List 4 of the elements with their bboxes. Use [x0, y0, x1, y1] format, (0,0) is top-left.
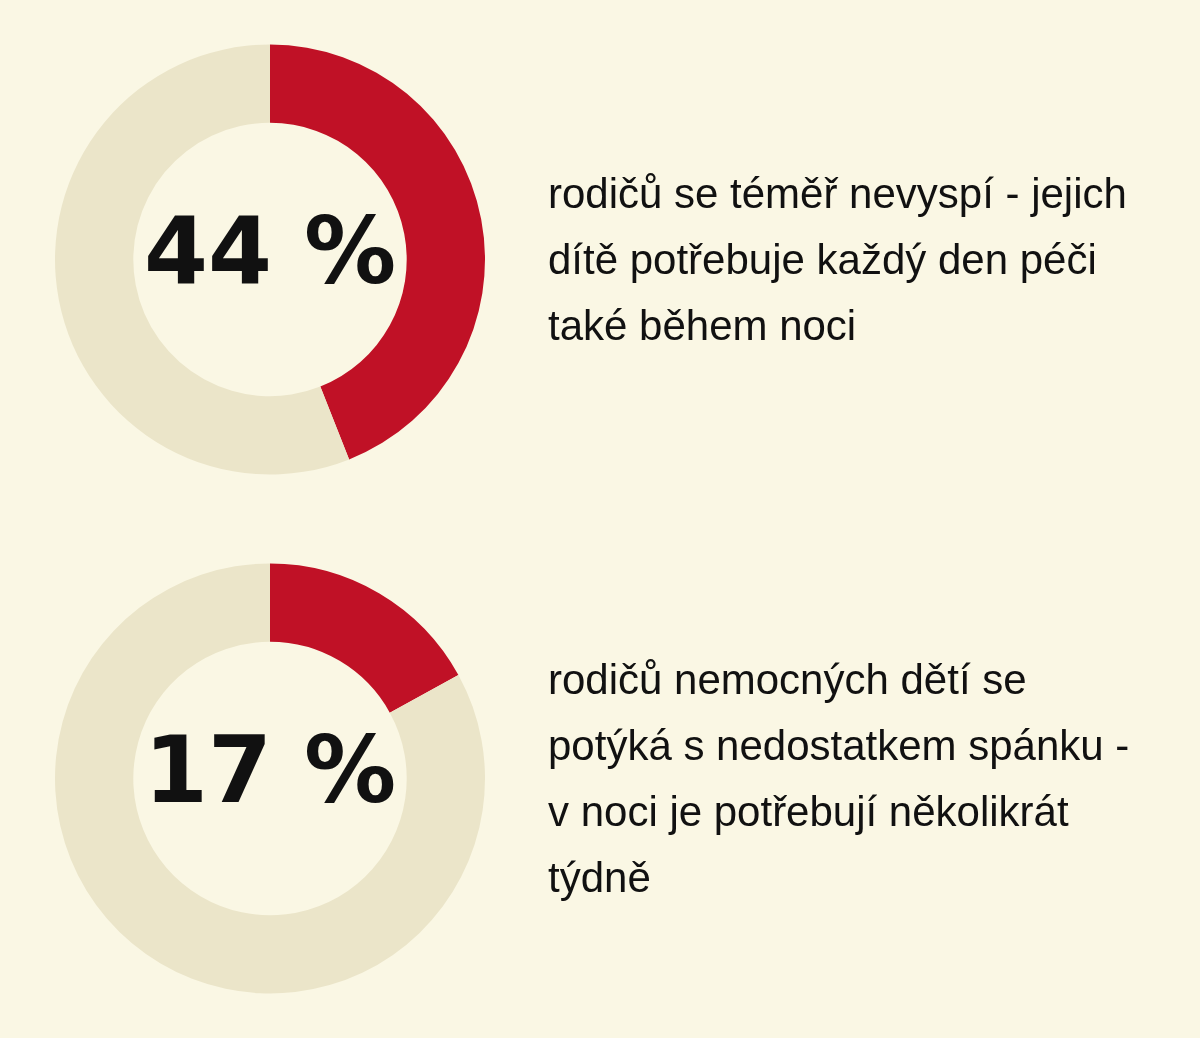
text: rodičů nemocných dětí se potýká s nedostatkem spánku - v noci je potřebují několikrát týdně: [548, 654, 1131, 903]
data-label: 17 %: [143, 717, 397, 825]
text: rodičů se téměř nevyspí - jejich dítě potřebuje každý den péči také během noci: [548, 168, 1128, 351]
data-label: 44 %: [143, 198, 397, 306]
